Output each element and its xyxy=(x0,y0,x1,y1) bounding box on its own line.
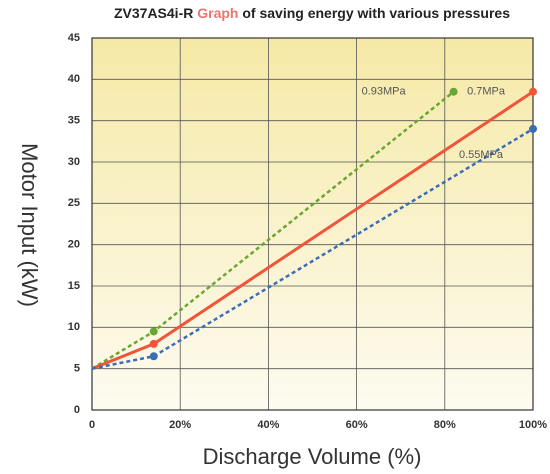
point xyxy=(149,339,158,348)
x-axis-label: Discharge Volume (%) xyxy=(203,444,422,469)
y-tick-label: 25 xyxy=(68,197,80,209)
y-tick-label: 20 xyxy=(68,239,80,251)
point xyxy=(529,87,537,96)
title-rest: of saving energy with various pressures xyxy=(242,5,510,21)
y-tick-label: 30 xyxy=(68,156,80,168)
title-model: ZV37AS4i-R xyxy=(114,5,193,21)
x-tick-label: 60% xyxy=(346,419,368,431)
y-tick-label: 35 xyxy=(68,115,80,127)
y-tick-label: 0 xyxy=(74,404,80,416)
y-tick-label: 5 xyxy=(74,363,80,375)
x-tick-label: 40% xyxy=(257,419,279,431)
point xyxy=(149,352,158,361)
y-tick-label: 40 xyxy=(68,73,80,85)
chart-title: ZV37AS4i-R Graph of saving energy with v… xyxy=(114,5,510,21)
y-axis-label: Motor Input (kW) xyxy=(17,143,42,307)
title-highlight: Graph xyxy=(197,5,238,21)
point xyxy=(449,87,458,96)
series-label: 0.7MPa xyxy=(467,86,506,98)
x-tick-label: 80% xyxy=(434,419,456,431)
x-tick-label: 20% xyxy=(169,419,191,431)
x-tick-label: 100% xyxy=(519,419,547,431)
point xyxy=(529,124,537,133)
series-line xyxy=(91,127,534,370)
series-label: 0.55MPa xyxy=(459,149,504,161)
y-tick-label: 45 xyxy=(68,32,80,44)
series-label: 0.93MPa xyxy=(362,86,407,98)
y-tick-label: 10 xyxy=(68,321,80,333)
x-tick-label: 0 xyxy=(89,419,95,431)
plot-border xyxy=(91,37,534,411)
point xyxy=(149,327,158,336)
y-tick-label: 15 xyxy=(68,280,80,292)
